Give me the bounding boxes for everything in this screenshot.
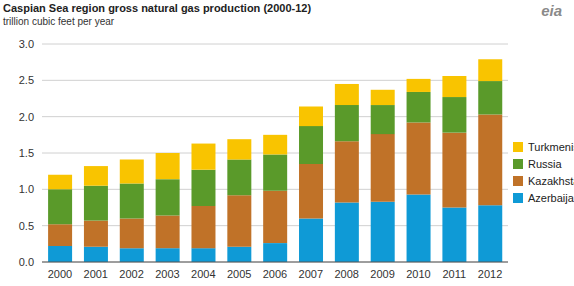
- svg-text:2010: 2010: [406, 268, 430, 280]
- svg-text:2.0: 2.0: [19, 111, 34, 123]
- html-text:Russia: Russia: [528, 157, 562, 170]
- svg-text:0.0: 0.0: [19, 256, 34, 268]
- svg-text:0.5: 0.5: [19, 220, 34, 232]
- svg-text:2001: 2001: [84, 268, 108, 280]
- svg-text:1.5: 1.5: [19, 147, 34, 159]
- html-text:trillion cubic feet per year: trillion cubic feet per year: [3, 16, 115, 27]
- svg-text:2005: 2005: [227, 268, 251, 280]
- svg-text:2011: 2011: [442, 268, 466, 280]
- svg-text:1.0: 1.0: [19, 183, 34, 195]
- svg-text:2012: 2012: [478, 268, 502, 280]
- svg-text:2003: 2003: [155, 268, 179, 280]
- svg-text:2006: 2006: [263, 268, 287, 280]
- svg-text:2002: 2002: [119, 268, 143, 280]
- svg-text:3.0: 3.0: [19, 38, 34, 50]
- svg-text:2000: 2000: [48, 268, 72, 280]
- svg-text:2004: 2004: [191, 268, 215, 280]
- svg-text:2.5: 2.5: [19, 74, 34, 86]
- svg-text:2007: 2007: [299, 268, 323, 280]
- html-text:eia: eia: [541, 2, 562, 19]
- html-text:Caspian Sea region gross natur: Caspian Sea region gross natural gas pro…: [3, 2, 312, 14]
- svg-text:2009: 2009: [370, 268, 394, 280]
- svg-text:2008: 2008: [334, 268, 358, 280]
